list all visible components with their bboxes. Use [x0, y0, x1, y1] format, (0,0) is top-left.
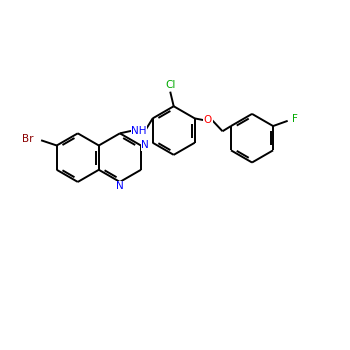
Text: N: N	[116, 181, 124, 191]
Text: F: F	[292, 114, 298, 124]
Text: O: O	[204, 115, 212, 125]
Text: NH: NH	[131, 126, 147, 135]
Text: Br: Br	[22, 134, 34, 143]
Text: Cl: Cl	[165, 80, 175, 90]
Text: N: N	[141, 140, 149, 150]
